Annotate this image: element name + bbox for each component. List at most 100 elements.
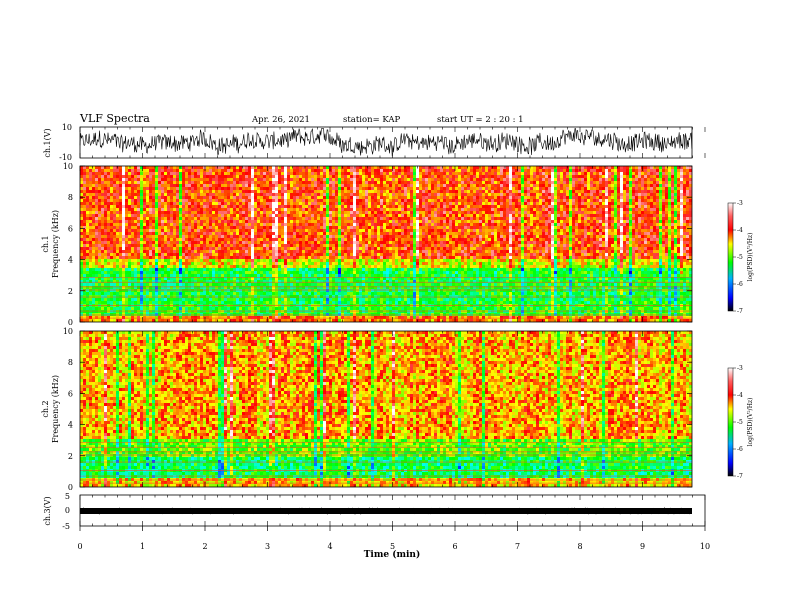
spectrogram-cell — [188, 193, 192, 197]
spectrogram-cell — [182, 181, 186, 185]
spectrogram-cell — [608, 175, 612, 179]
spectrogram-cell — [695, 172, 698, 175]
spectrogram-cell — [200, 196, 204, 200]
spectrogram-cell — [500, 223, 504, 227]
spectrogram-cell — [95, 202, 99, 206]
spectrogram-cell — [254, 232, 258, 236]
spectrogram-cell — [143, 217, 147, 221]
spectrogram-cell — [116, 181, 120, 185]
spectrogram-cell — [626, 208, 630, 212]
spectrogram-cell — [170, 220, 174, 224]
spectrogram-cell — [425, 175, 429, 179]
spectrogram-cell — [86, 196, 90, 200]
spectrogram-cell — [683, 229, 687, 233]
spectrogram-cell — [152, 205, 156, 209]
spectrogram-cell — [521, 181, 525, 185]
spectrogram-cell — [683, 169, 687, 173]
spectrogram-cell — [194, 202, 198, 206]
spectrogram-cell — [161, 235, 165, 239]
spectrogram-cell — [662, 217, 666, 221]
spectrogram-cell — [407, 190, 411, 194]
spectrogram-cell — [437, 226, 441, 230]
spectrogram-cell — [152, 175, 156, 179]
spectrogram-cell — [524, 205, 528, 209]
spectrogram-cell — [557, 175, 561, 179]
spectrogram-cell — [482, 169, 486, 173]
spectrogram-cell — [392, 214, 396, 218]
spectrogram-cell — [95, 190, 99, 194]
spectrogram-cell — [353, 187, 357, 191]
spectrogram-cell — [491, 184, 495, 188]
spectrogram-cell — [131, 187, 135, 191]
spectrogram-cell — [557, 184, 561, 188]
spectrogram-cell — [311, 196, 315, 200]
spectrogram-cell — [434, 226, 438, 230]
spectrogram-cell — [209, 223, 213, 227]
spectrogram-cell — [188, 232, 192, 236]
spectrogram-cell — [443, 190, 447, 194]
spectrogram-cell — [272, 232, 276, 236]
spectrogram-cell — [653, 223, 657, 227]
spectrogram-cell — [485, 193, 489, 197]
spectrogram-cell — [263, 175, 267, 179]
spectrogram-cell — [128, 166, 132, 170]
spectrogram-cell — [503, 169, 507, 173]
spectrogram-cell — [431, 169, 435, 173]
spectrogram-cell — [137, 169, 141, 173]
spectrogram-cell — [350, 184, 354, 188]
spectrogram-cell — [410, 235, 414, 239]
spectrogram-cell — [116, 184, 120, 188]
spectrogram-cell — [653, 178, 657, 182]
spectrogram-cell — [320, 169, 324, 173]
spectrogram-cell — [104, 205, 108, 209]
spectrogram-cell — [617, 223, 621, 227]
spectrogram-cell — [689, 202, 692, 206]
spectrogram-cell — [251, 166, 255, 170]
spectrogram-cell — [335, 193, 339, 197]
spectrogram-cell — [410, 220, 414, 224]
spectrogram-cell — [425, 205, 429, 209]
spectrogram-cell — [512, 193, 516, 197]
spectrogram-cell — [173, 202, 177, 206]
spectrogram-cell — [293, 226, 297, 230]
spectrogram-cell — [176, 202, 180, 206]
spectrogram-cell — [515, 202, 519, 206]
spectrogram-cell — [278, 196, 282, 200]
spectrogram-cell — [452, 175, 456, 179]
spectrogram-cell — [392, 202, 396, 206]
spectrogram-cell — [665, 232, 669, 236]
spectrogram-cell — [416, 199, 420, 203]
spectrogram-cell — [356, 166, 360, 170]
spectrogram-cell — [509, 193, 513, 197]
spectrogram-cell — [575, 202, 579, 206]
spectrogram-cell — [503, 223, 507, 227]
spectrogram-cell — [473, 205, 477, 209]
spectrogram-cell — [539, 214, 543, 218]
spectrogram-cell — [617, 187, 621, 191]
spectrogram-cell — [686, 175, 690, 179]
spectrogram-cell — [371, 166, 375, 170]
spectrogram-cell — [143, 187, 147, 191]
spectrogram-cell — [143, 199, 147, 203]
spectrogram-cell — [587, 175, 591, 179]
spectrogram-cell — [386, 166, 390, 170]
spectrogram-cell — [239, 208, 243, 212]
spectrogram-cell — [113, 181, 117, 185]
spectrogram-cell — [437, 175, 441, 179]
spectrogram-cell — [146, 223, 150, 227]
spectrogram-cell — [623, 184, 627, 188]
spectrogram-cell — [98, 205, 102, 209]
spectrogram-cell — [452, 205, 456, 209]
spectrogram-cell — [251, 226, 255, 230]
spectrogram-cell — [98, 181, 102, 185]
spectrogram-cell — [437, 205, 441, 209]
spectrogram-cell — [527, 190, 531, 194]
spectrogram-cell — [206, 226, 210, 230]
spectrogram-cell — [569, 232, 573, 236]
spectrogram-cell — [545, 172, 549, 176]
spectrogram-cell — [554, 190, 558, 194]
spectrogram-cell — [581, 226, 585, 230]
spectrogram-cell — [188, 220, 192, 224]
spectrogram-cell — [518, 196, 522, 200]
spectrogram-cell — [194, 214, 198, 218]
